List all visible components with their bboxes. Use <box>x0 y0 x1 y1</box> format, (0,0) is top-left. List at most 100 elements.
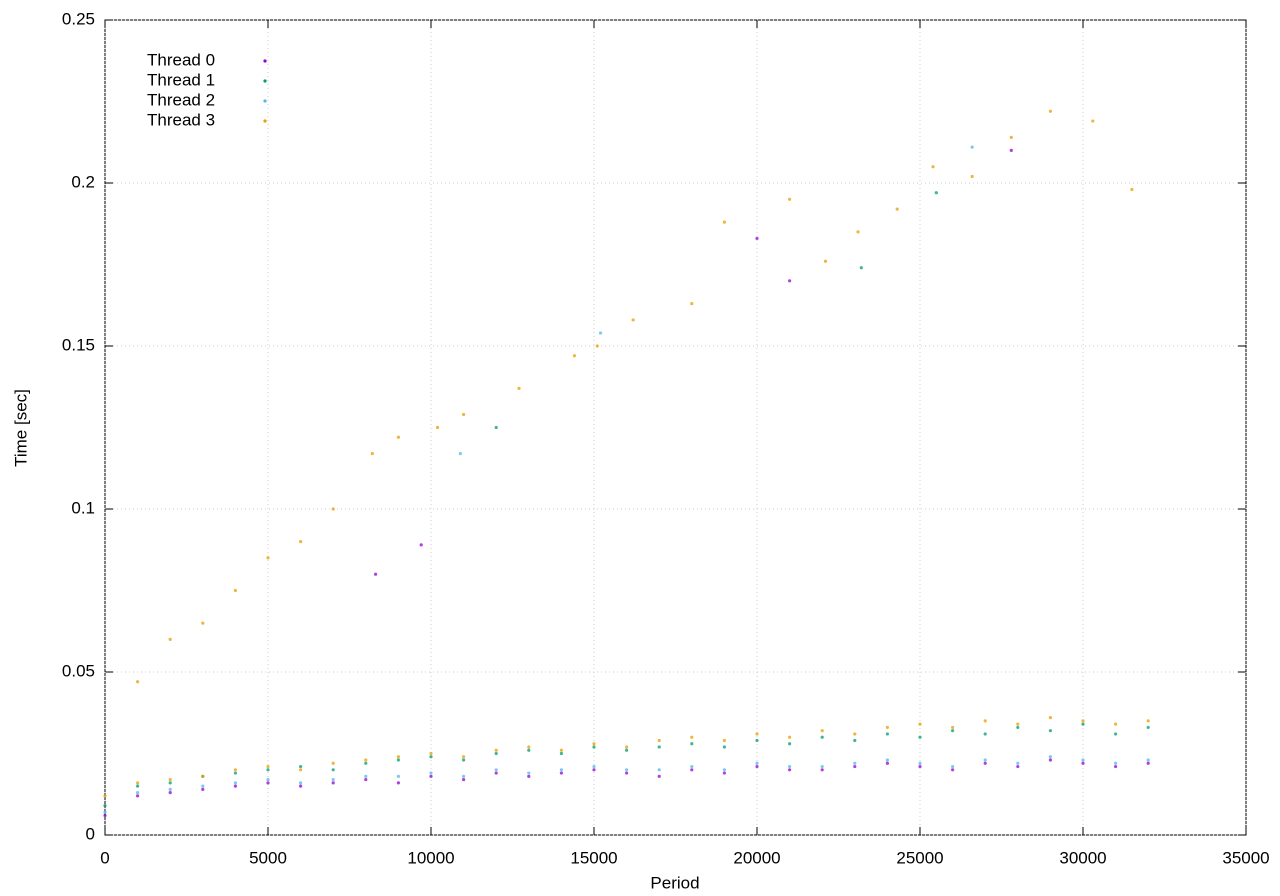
data-point <box>853 764 857 769</box>
data-point <box>1114 732 1118 736</box>
data-point <box>820 768 824 772</box>
data-point <box>201 787 205 791</box>
legend-marker <box>263 119 267 123</box>
data-point <box>527 774 531 778</box>
data-point <box>103 794 107 798</box>
data-point <box>233 768 237 772</box>
data-point <box>625 745 629 749</box>
data-point <box>396 755 400 759</box>
data-point <box>657 738 661 743</box>
data-point <box>103 813 107 818</box>
data-point <box>494 768 498 772</box>
data-point <box>690 735 694 739</box>
x-tick-label: 5000 <box>249 848 287 867</box>
legend-label: Thread 1 <box>147 70 215 89</box>
data-point <box>1048 716 1052 720</box>
data-point <box>494 751 498 756</box>
data-point <box>429 774 433 778</box>
data-point <box>331 781 335 785</box>
x-tick-label: 0 <box>100 848 109 867</box>
data-point <box>103 804 107 808</box>
data-point <box>788 279 792 283</box>
y-axis-label: Time [sec] <box>11 389 30 467</box>
data-point <box>396 781 400 785</box>
data-point <box>396 758 400 762</box>
data-point <box>266 781 270 785</box>
data-point <box>1016 725 1020 730</box>
data-point <box>931 165 935 169</box>
data-point <box>1081 758 1085 762</box>
data-point <box>266 764 270 769</box>
data-point <box>233 771 237 775</box>
data-point <box>396 435 400 439</box>
data-point <box>168 777 172 782</box>
data-point <box>970 174 974 179</box>
data-point <box>885 725 890 730</box>
data-point <box>266 556 270 560</box>
data-point <box>788 742 792 746</box>
data-point <box>1016 761 1020 765</box>
data-point <box>853 732 857 736</box>
x-tick-label: 20000 <box>733 848 780 867</box>
data-point <box>429 751 433 756</box>
data-point <box>722 738 727 743</box>
data-point <box>1081 761 1085 765</box>
data-point <box>951 725 955 730</box>
data-point <box>755 732 759 736</box>
y-tick-label: 0.15 <box>62 335 95 354</box>
data-point <box>462 755 466 759</box>
data-point <box>755 761 759 765</box>
data-point <box>934 191 938 195</box>
data-point <box>631 318 635 322</box>
data-point <box>657 745 661 749</box>
data-point <box>266 777 270 782</box>
data-point <box>755 236 759 241</box>
data-point <box>1146 761 1150 765</box>
data-point <box>820 735 824 739</box>
data-point <box>494 425 498 430</box>
data-point <box>1146 758 1150 762</box>
data-point <box>299 764 303 769</box>
data-point <box>1009 135 1013 139</box>
data-point <box>136 784 140 788</box>
data-point <box>494 748 498 752</box>
y-tick-label: 0.2 <box>71 172 95 191</box>
data-point <box>331 777 335 782</box>
data-point <box>592 745 596 749</box>
data-point <box>527 748 531 752</box>
data-point <box>364 761 368 765</box>
data-point <box>458 451 462 456</box>
x-tick-label: 30000 <box>1059 848 1106 867</box>
data-point <box>201 774 205 778</box>
data-point <box>1048 755 1052 759</box>
data-point <box>462 774 466 778</box>
data-point <box>690 768 694 772</box>
data-point <box>625 771 629 775</box>
data-point <box>266 768 270 772</box>
data-point <box>1130 187 1134 192</box>
data-point <box>983 761 987 765</box>
data-point <box>722 768 727 772</box>
data-point <box>983 732 987 736</box>
data-point <box>1146 725 1150 730</box>
data-point <box>853 738 857 743</box>
legend-label: Thread 0 <box>147 50 215 69</box>
data-point <box>396 774 400 778</box>
legend-marker <box>263 99 267 103</box>
data-point <box>657 774 661 778</box>
data-point <box>373 572 378 576</box>
data-point <box>168 787 172 791</box>
data-point <box>788 735 792 739</box>
data-point <box>595 344 599 348</box>
data-point <box>168 781 172 785</box>
data-point <box>462 758 466 762</box>
data-point <box>895 207 899 211</box>
data-point <box>429 755 433 759</box>
data-point <box>429 771 433 775</box>
data-point <box>853 761 857 765</box>
legend-label: Thread 3 <box>147 110 215 129</box>
data-point <box>136 791 140 795</box>
data-point <box>1048 109 1052 113</box>
x-tick-label: 10000 <box>407 848 454 867</box>
